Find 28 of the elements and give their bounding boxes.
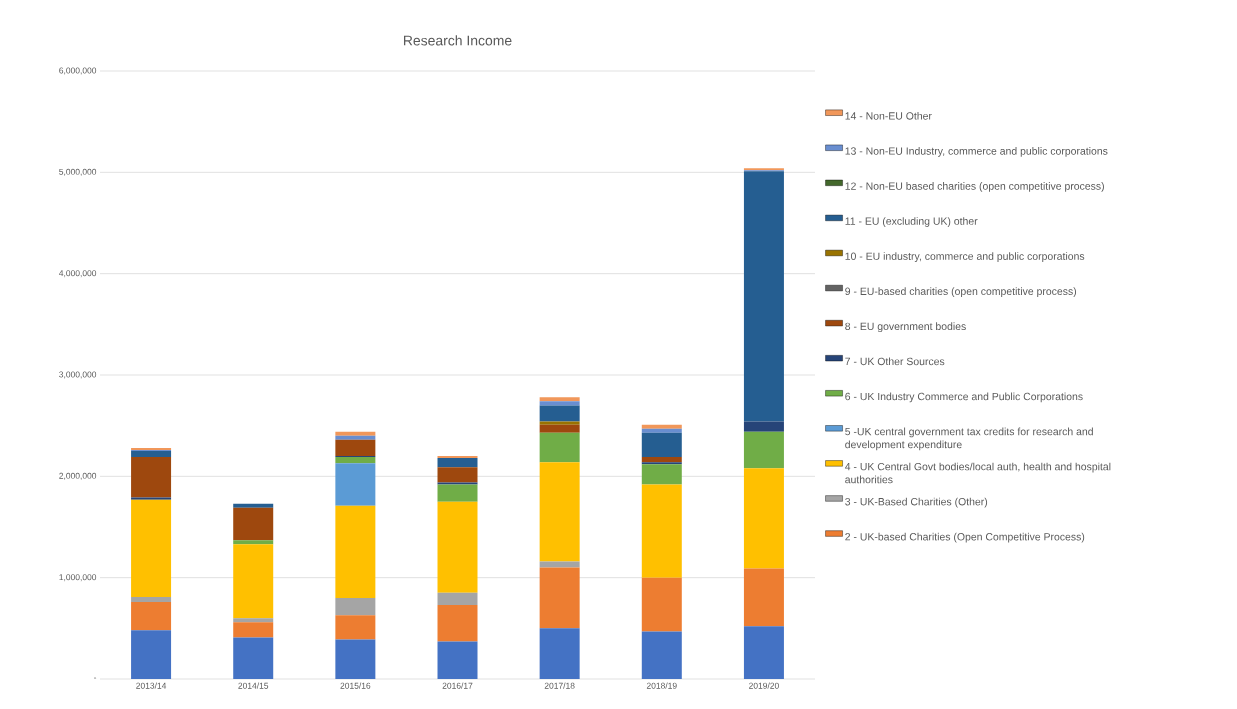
legend-label: 2 - UK-based Charities (Open Competitive Process) [845,532,1085,543]
legend-label: 6 - UK Industry Commerce and Public Corporations [845,392,1083,403]
legend-label: 10 - EU industry, commerce and public corporations [845,252,1085,262]
legend-label: 3 - UK-Based Charities (Other) [845,497,988,508]
x-tick-label: 2013/14 [136,682,167,689]
x-tick-label: 2018/19 [646,682,677,689]
x-tick-label: 2017/18 [544,682,575,689]
legend-label: 12 - Non-EU based charities (open competitive process) [845,182,1104,192]
x-tick-label: 2014/15 [238,682,269,689]
y-tick-label: 1,000,000 [59,574,97,582]
y-tick-label: - [94,677,97,679]
y-tick-label: 6,000,000 [59,67,97,75]
y-tick-label: 3,000,000 [59,371,97,379]
legend-label: 4 - UK Central Govt bodies/local auth, health and hospital authorities [844,462,1111,484]
x-tick-label: 2016/17 [442,682,473,689]
legend-label: 13 - Non-EU Industry, commerce and public corporations [845,147,1108,157]
legend-label: 8 - EU government bodies [845,322,966,333]
y-tick-label: 2,000,000 [59,472,97,480]
chart-title: Research Income [403,35,512,46]
y-tick-label: 5,000,000 [59,168,97,176]
legend-label: 5 -UK central government tax credits for research and development expenditure [845,427,1093,451]
legend-label: 14 - Non-EU Other [845,111,932,120]
legend-label: 7 - UK Other Sources [845,357,945,366]
y-tick-label: 4,000,000 [58,270,97,278]
legend-label: 9 - EU-based charities (open competitive process) [845,287,1077,298]
x-tick-label: 2015/16 [340,682,371,689]
x-tick-label: 2019/20 [749,682,779,689]
legend-label: 11 - EU (excluding UK) other [845,217,978,227]
